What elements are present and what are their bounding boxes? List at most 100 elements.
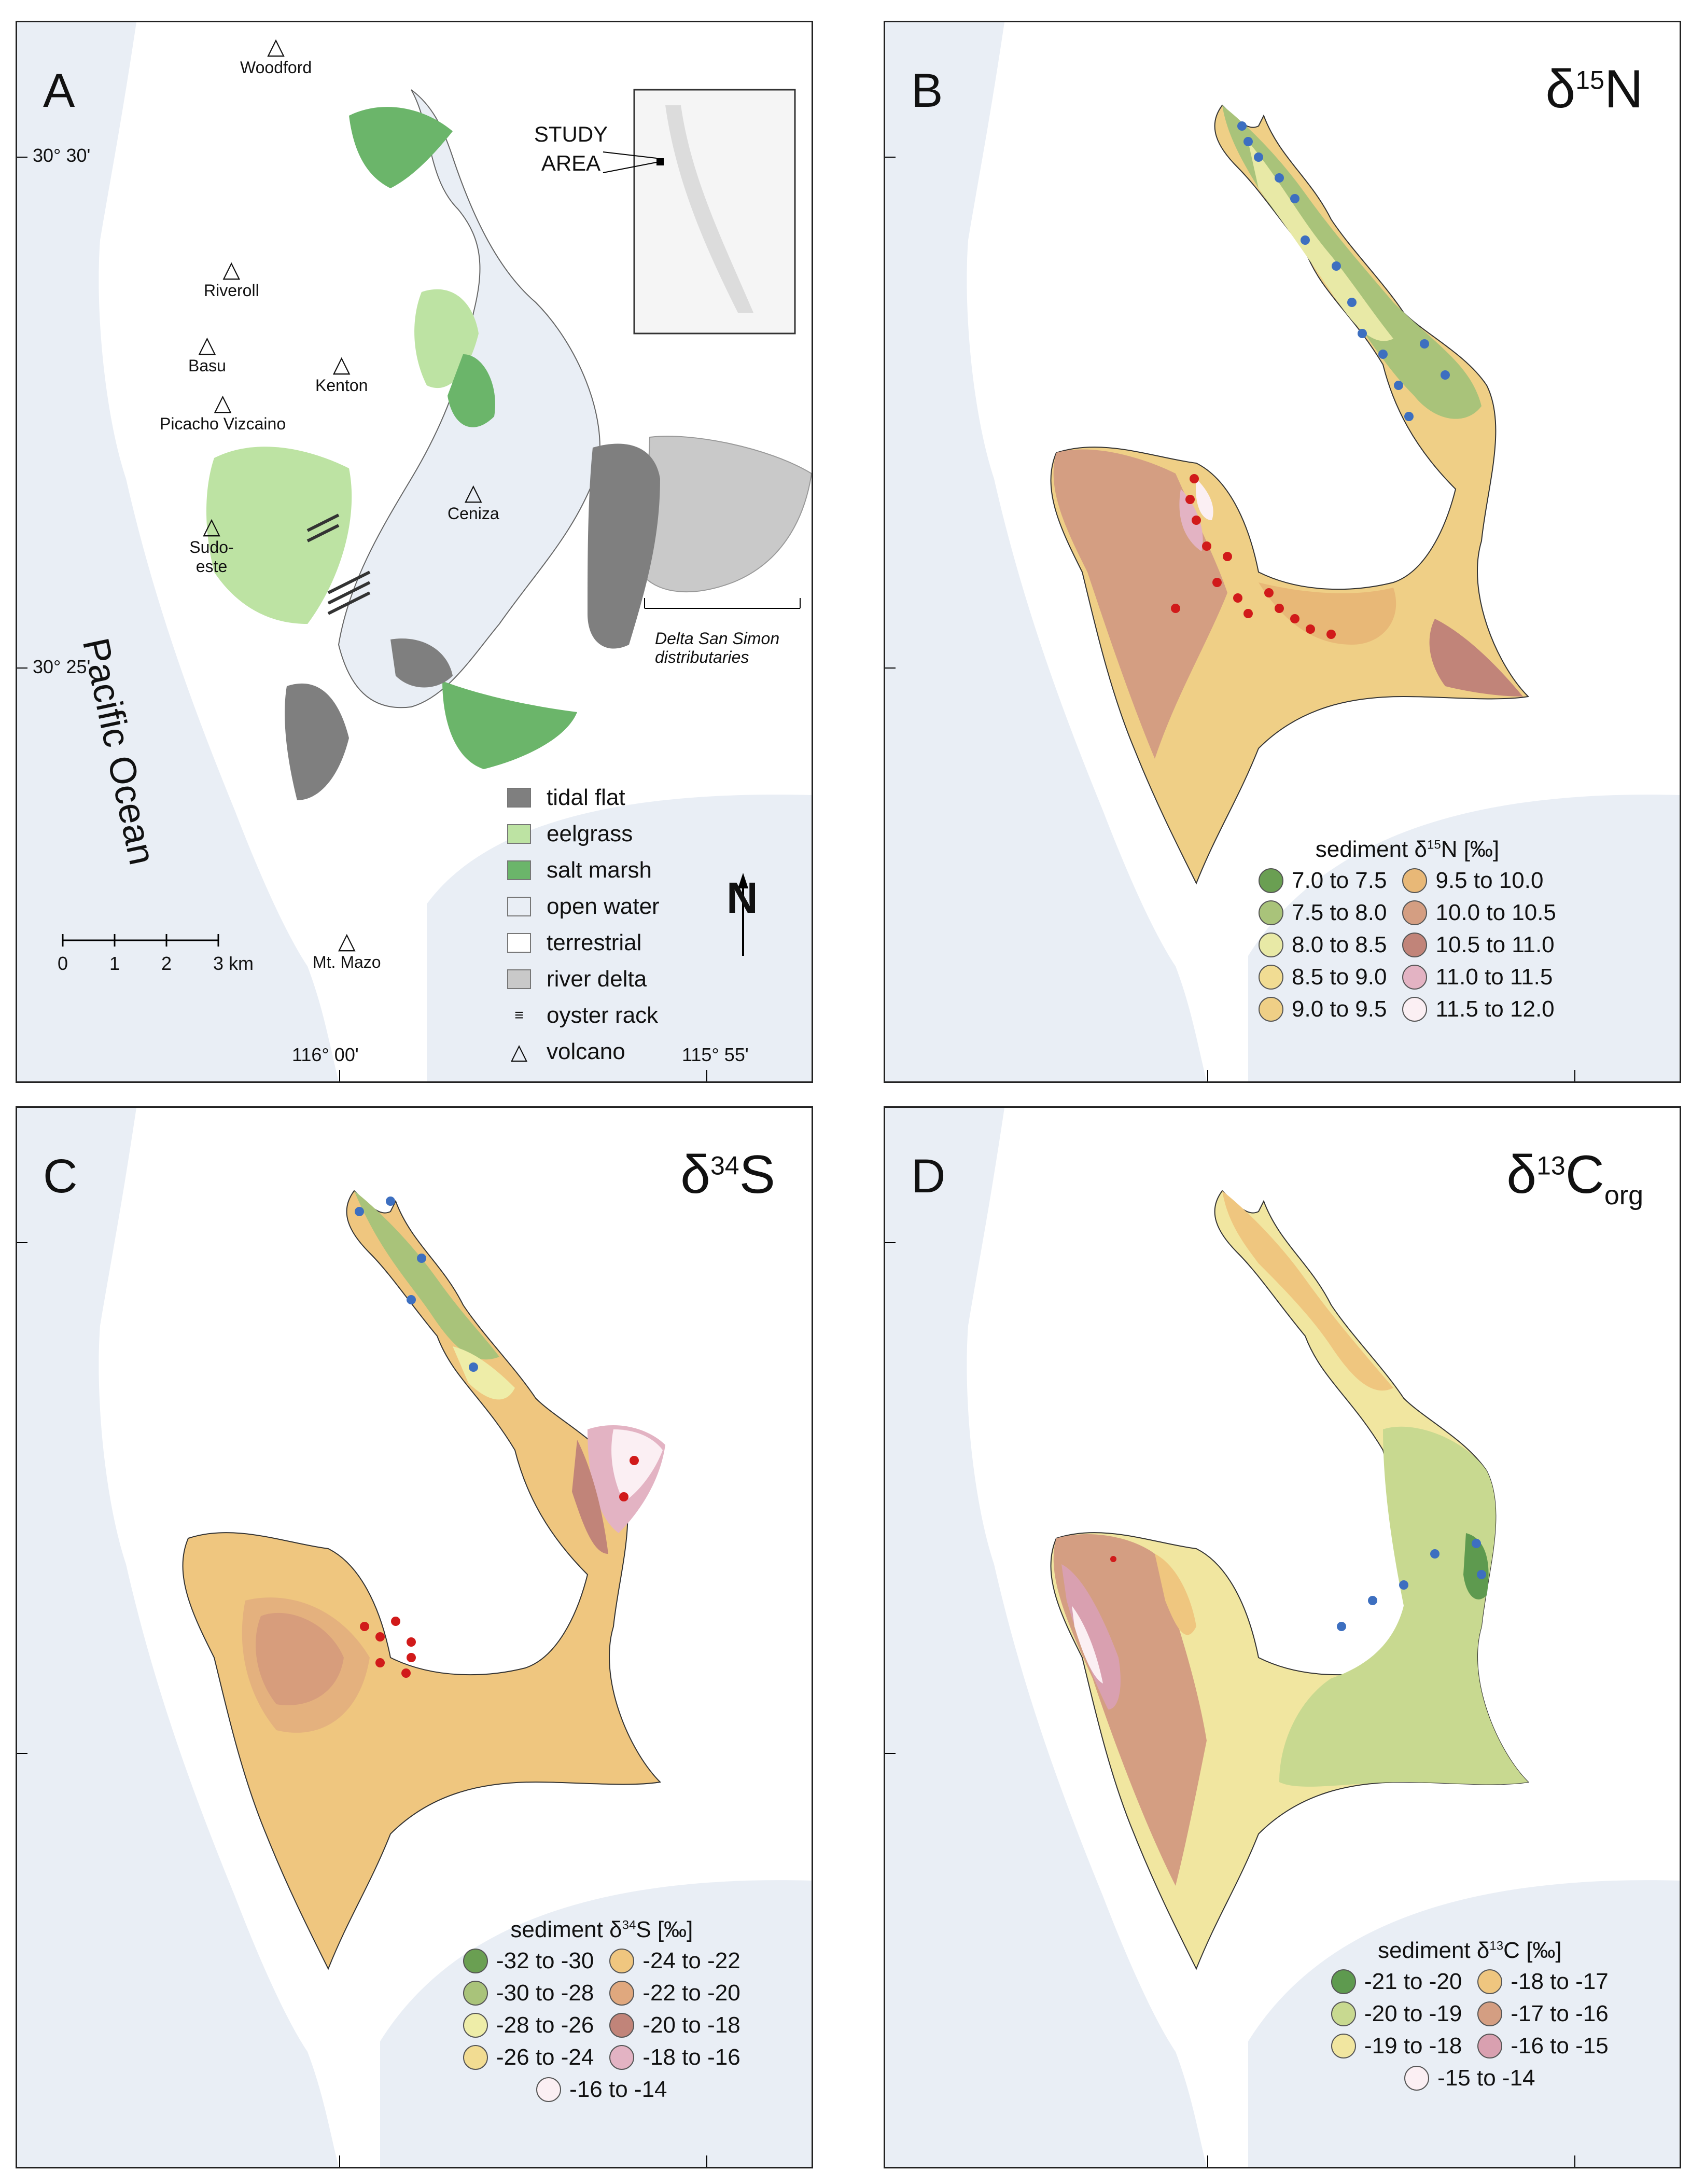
volcano-name: Picacho Vizcaino [160,414,286,433]
legend-swatch [1259,965,1283,990]
legend-swatch [1331,2001,1356,2026]
legend-swatch [507,788,531,808]
legend-swatch [1259,997,1283,1022]
legend-item: 9.5 to 10.0 [1402,868,1556,894]
title-delta: δ [1506,1145,1537,1205]
legend-title-part: N [‰] [1441,837,1500,862]
legend-swatch [1402,965,1428,990]
legend-label: terrestrial [547,930,642,955]
legend-label: salt marsh [547,857,652,883]
legend-item: -26 to -24 [463,2044,594,2070]
legend-item: tidal flat [507,780,660,816]
lat-label-30-25: 30° 25' [33,656,91,677]
legend-label: 9.0 to 9.5 [1292,996,1387,1022]
scale-tick: 0 [58,953,68,974]
legend-label: -22 to -20 [642,1980,740,2006]
legend-swatch [1402,933,1428,957]
legend-item: -20 to -18 [609,2012,740,2038]
legend-label: -16 to -15 [1511,2033,1609,2058]
legend-swatch [507,860,531,880]
scale-bar: 0 1 2 3 km [58,930,254,974]
panel-c-label: C [43,1150,78,1203]
legend-label: 11.0 to 11.5 [1435,964,1553,990]
legend-item: -15 to -14 [1331,2065,1609,2091]
legend-swatch [609,2045,635,2070]
legend-swatch [536,2077,562,2102]
legend-swatch [463,1949,488,1973]
legend-title: sediment δ34S [‰] [463,1917,740,1943]
title-isotope: 15 [1575,65,1604,95]
legend-swatch [609,1949,635,1973]
legend-item: -20 to -19 [1331,2001,1462,2027]
legend-item: 9.0 to 9.5 [1259,996,1387,1022]
legend-swatch [1331,1969,1356,1994]
legend-item: -16 to -14 [463,2077,740,2103]
volcano-basu: △ Basu [188,333,226,375]
panel-c-d34s-map: C δ34S sediment δ34S [‰] -32 to -30 -24 … [16,1106,813,2168]
legend-item: -22 to -20 [609,1980,740,2006]
legend-title: sediment δ13C [‰] [1331,1938,1609,1964]
legend-swatch [1259,933,1283,957]
panel-b-map-graphic [885,22,1680,1081]
delta-distributaries-label: Delta San Simon distributaries [655,629,780,666]
legend-title-part: sediment δ [510,1917,622,1942]
legend-item: -30 to -28 [463,1980,594,2006]
volcano-icon: △ [198,332,216,357]
legend-item: -21 to -20 [1331,1969,1462,1995]
legend-item: -28 to -26 [463,2012,594,2038]
volcano-name: Riveroll [204,281,259,300]
legend-title: sediment δ15N [‰] [1259,837,1556,863]
volcano-name: Basu [188,356,226,375]
lon-label-115-55: 115° 55' [682,1044,749,1065]
legend-label: -30 to -28 [496,1980,594,2006]
legend-swatch [1402,997,1428,1022]
legend-label: -24 to -22 [642,1948,740,1973]
legend-label: -16 to -14 [569,2077,667,2102]
legend-swatch [609,2013,635,2038]
panel-a-legend: tidal flat eelgrass salt marsh open wate… [507,780,660,1070]
title-element: S [739,1145,775,1205]
legend-label: 8.5 to 9.0 [1292,964,1387,990]
legend-label: -26 to -24 [496,2044,594,2070]
legend-swatch [1477,2034,1503,2058]
volcano-woodford: △ Woodford [240,35,312,77]
legend-swatch [463,1981,488,2006]
title-element: C [1565,1145,1604,1205]
legend-item: 8.5 to 9.0 [1259,964,1387,990]
volcano-name: Kenton [315,376,368,395]
north-arrow: N [726,873,758,922]
legend-title-isotope: 34 [622,1918,636,1932]
legend-item: 7.5 to 8.0 [1259,900,1387,926]
legend-swatch [1477,2001,1503,2026]
title-delta: δ [1545,59,1576,119]
panel-d-d13c-map: D δ13Corg sediment δ13C [‰] -21 to -20 -… [884,1106,1681,2168]
volcano-icon: △ [222,257,241,282]
legend-label: open water [547,894,660,919]
legend-item: ≡ oyster rack [507,997,660,1034]
legend-item: 10.5 to 11.0 [1402,932,1556,958]
oyster-rack-icon: ≡ [514,1007,524,1024]
legend-title-part: sediment δ [1378,1938,1490,1963]
legend-swatch [1402,868,1428,893]
legend-item: -18 to -16 [609,2044,740,2070]
legend-swatch [507,897,531,916]
legend-swatch [507,933,531,953]
legend-swatch [463,2045,488,2070]
legend-item: -18 to -17 [1477,1969,1609,1995]
legend-item: open water [507,888,660,925]
legend-label: -15 to -14 [1437,2065,1535,2091]
panel-d-label: D [911,1150,946,1203]
legend-item: -24 to -22 [609,1948,740,1974]
legend-item: salt marsh [507,852,660,888]
volcano-name: Woodford [240,58,312,77]
panel-d-legend: sediment δ13C [‰] -21 to -20 -18 to -17 … [1331,1938,1609,2091]
legend-label: volcano [547,1039,625,1064]
panel-b-legend: sediment δ15N [‰] 7.0 to 7.5 9.5 to 10.0… [1259,837,1556,1022]
legend-label: -18 to -17 [1511,1969,1609,1994]
legend-title-isotope: 15 [1427,838,1441,852]
volcano-icon: △ [214,390,232,415]
volcano-name: Sudo-este [189,538,234,576]
volcano-icon: △ [464,480,482,505]
volcano-sudoeste: △ Sudo-este [188,515,235,576]
legend-item: 10.0 to 10.5 [1402,900,1556,926]
